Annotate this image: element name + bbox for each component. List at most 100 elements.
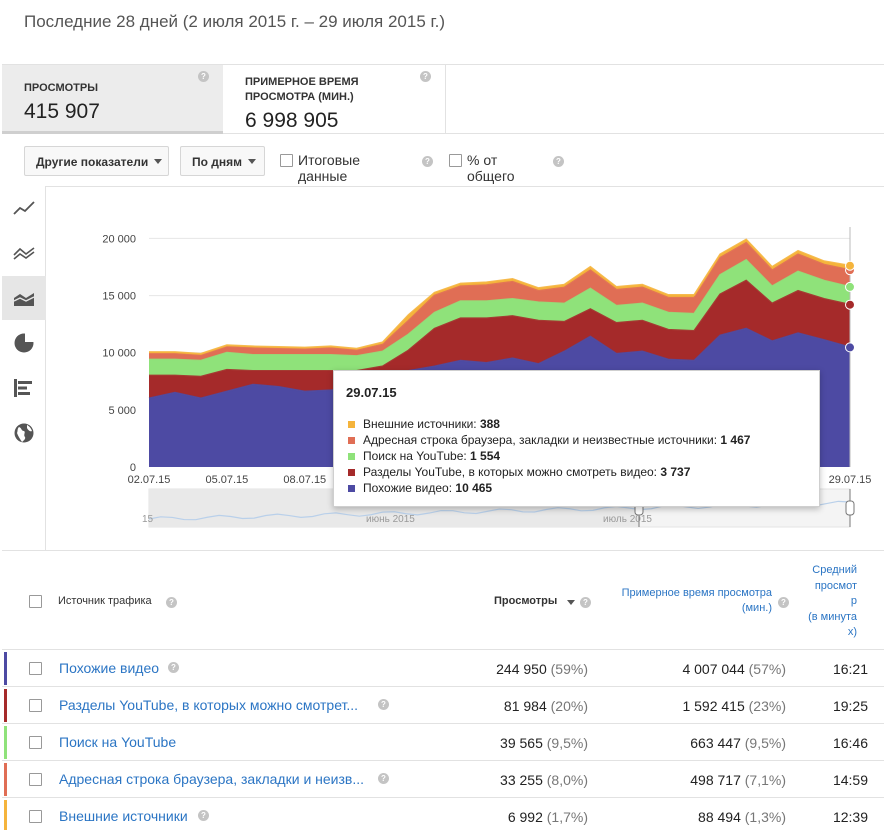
totals-checkbox[interactable] <box>280 154 293 167</box>
pie-chart-tool[interactable] <box>2 321 46 365</box>
header-label-line: Средний <box>812 564 857 576</box>
help-icon[interactable]: ? <box>378 699 389 710</box>
tooltip-row: Похожие видео: 10 465 <box>346 480 807 496</box>
data-point <box>845 260 855 271</box>
avg-duration-cell: 19:25 <box>832 698 868 714</box>
series-color-bar <box>4 763 7 796</box>
row-checkbox[interactable] <box>29 699 42 712</box>
metric-tab-views[interactable]: ПРОСМОТРЫ 415 907 ? <box>2 65 223 134</box>
views-percent: (1,7%) <box>546 809 588 825</box>
source-link[interactable]: Похожие видео <box>59 660 160 676</box>
header-source[interactable]: Источник трафика <box>58 595 152 607</box>
other-metrics-dropdown[interactable]: Другие показатели <box>24 146 169 176</box>
line-chart-tool[interactable] <box>2 186 46 230</box>
tooltip-row: Поиск на YouTube: 1 554 <box>346 448 807 464</box>
period-title: Последние 28 дней (2 июля 2015 г. – 29 и… <box>24 12 446 31</box>
legend-swatch <box>348 485 355 492</box>
metric-value: 415 907 <box>24 100 100 123</box>
views-percent: (8,0%) <box>546 772 588 788</box>
metric-label-line2: ПРОСМОТРА (МИН.) <box>245 91 354 103</box>
watch-time-percent: (23%) <box>748 698 786 714</box>
stacked-area-chart-icon <box>13 293 35 306</box>
help-icon[interactable]: ? <box>198 71 209 82</box>
views-value: 39 565 <box>500 735 543 751</box>
stacked-area-chart-tool[interactable] <box>2 276 46 320</box>
y-tick-label: 10 000 <box>102 348 136 360</box>
watch-time-value: 663 447 <box>690 735 741 751</box>
source-link[interactable]: Поиск на YouTube <box>59 734 177 750</box>
series-line <box>149 241 851 357</box>
bar-chart-tool[interactable] <box>2 366 46 410</box>
views-value: 244 950 <box>496 661 547 677</box>
header-avg-duration[interactable]: Средний просмот р (в минута х) <box>797 563 857 641</box>
help-icon[interactable]: ? <box>168 662 179 673</box>
data-point <box>845 342 855 353</box>
help-icon[interactable]: ? <box>422 156 433 167</box>
y-tick-label: 0 <box>130 462 136 474</box>
help-icon[interactable]: ? <box>378 773 389 784</box>
dropdown-label: По дням <box>192 155 243 169</box>
source-link[interactable]: Разделы YouTube, в которых можно смотрет… <box>59 697 359 713</box>
help-icon[interactable]: ? <box>778 597 789 608</box>
series-color-bar <box>4 689 7 722</box>
caret-down-icon <box>248 159 257 164</box>
tooltip-row-label: Поиск на YouTube: <box>363 449 471 463</box>
source-link[interactable]: Внешние источники <box>59 808 188 824</box>
header-views[interactable]: Просмотры <box>494 595 558 607</box>
tooltip-row-value: 1 467 <box>720 433 751 447</box>
help-icon[interactable]: ? <box>580 597 591 608</box>
pie-chart-icon <box>14 332 35 353</box>
help-icon[interactable]: ? <box>553 156 564 167</box>
row-checkbox[interactable] <box>29 773 42 786</box>
metric-label-line1: ПРИМЕРНОЕ ВРЕМЯ <box>245 76 359 88</box>
tooltip-row-value: 3 737 <box>660 465 691 479</box>
line-chart-icon <box>13 201 35 215</box>
row-checkbox[interactable] <box>29 810 42 823</box>
watch-time-cell: 663 447 (9,5%) <box>690 735 786 751</box>
granularity-dropdown[interactable]: По дням <box>180 146 265 176</box>
navigator-label: июль 2015 <box>603 514 652 525</box>
views-cell: 39 565 (9,5%) <box>500 735 588 751</box>
watch-time-cell: 4 007 044 (57%) <box>682 661 786 677</box>
watch-time-value: 4 007 044 <box>682 661 745 677</box>
source-link[interactable]: Адресная строка браузера, закладки и неи… <box>59 771 365 787</box>
header-label-line: (в минута <box>808 610 857 623</box>
percent-checkbox[interactable] <box>449 154 462 167</box>
watch-time-cell: 498 717 (7,1%) <box>690 772 786 788</box>
metric-tab-watch-time[interactable]: ПРИМЕРНОЕ ВРЕМЯ ПРОСМОТРА (МИН.) 6 998 90… <box>223 65 446 134</box>
legend-swatch <box>348 437 355 444</box>
y-tick-label: 20 000 <box>102 233 136 245</box>
header-watch-time[interactable]: Примерное время просмотра (мин.) <box>602 586 772 616</box>
views-cell: 33 255 (8,0%) <box>500 772 588 788</box>
chart-type-toolbar <box>2 186 46 550</box>
x-tick-label: 02.07.15 <box>128 474 171 486</box>
row-checkbox[interactable] <box>29 736 42 749</box>
tooltip-row-value: 10 465 <box>455 481 493 495</box>
avg-duration-cell: 16:21 <box>832 661 868 677</box>
header-label-line: просмот <box>814 579 857 592</box>
data-point <box>845 299 855 310</box>
watch-time-cell: 1 592 415 (23%) <box>682 698 786 714</box>
table-row[interactable]: Разделы YouTube, в которых можно смотрет… <box>2 686 884 723</box>
geo-map-tool[interactable] <box>2 411 46 455</box>
horizontal-bar-chart-icon <box>14 379 32 397</box>
sort-caret-icon[interactable] <box>567 600 575 605</box>
watch-time-percent: (7,1%) <box>744 772 786 788</box>
table-row[interactable]: Похожие видео ? 244 950 (59%) 4 007 044 … <box>2 649 884 686</box>
series-color-bar <box>4 726 7 759</box>
multi-line-chart-tool[interactable] <box>2 231 46 275</box>
select-all-checkbox[interactable] <box>29 595 42 608</box>
table-row[interactable]: Внешние источники ? 6 992 (1,7%) 88 494 … <box>2 797 884 830</box>
help-icon[interactable]: ? <box>198 810 209 821</box>
help-icon[interactable]: ? <box>420 71 431 82</box>
watch-time-value: 1 592 415 <box>682 698 745 714</box>
header-label-line: х) <box>847 626 857 638</box>
help-icon[interactable]: ? <box>166 597 177 608</box>
table-row[interactable]: Поиск на YouTube 39 565 (9,5%) 663 447 (… <box>2 723 884 760</box>
table-row[interactable]: Адресная строка браузера, закладки и неи… <box>2 760 884 797</box>
series-line <box>149 238 851 355</box>
series-line <box>149 279 851 378</box>
header-label-line: Примерное время просмотра <box>621 587 772 599</box>
x-tick-label: 08.07.15 <box>283 474 326 486</box>
row-checkbox[interactable] <box>29 662 42 675</box>
